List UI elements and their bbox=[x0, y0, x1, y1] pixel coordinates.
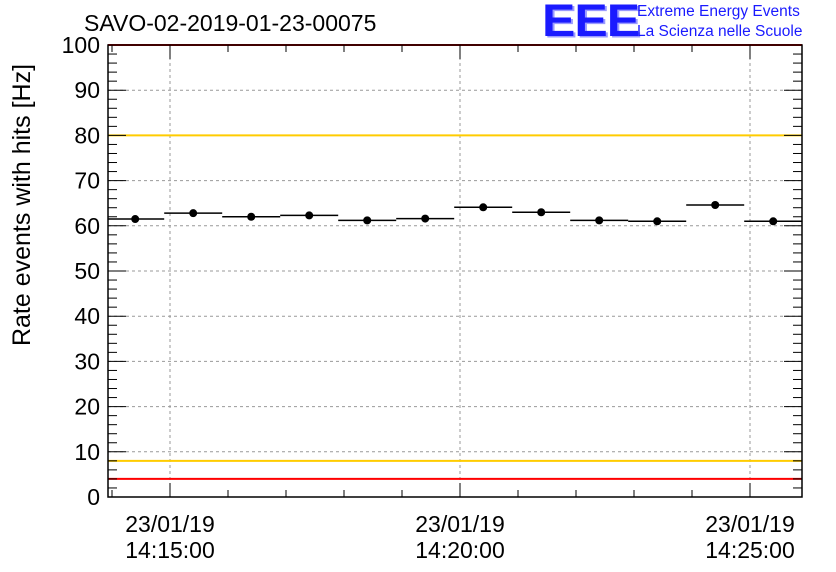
point-marker bbox=[305, 211, 314, 220]
point-marker bbox=[711, 201, 720, 210]
logo-caption: Extreme Energy Events La Scienza nelle S… bbox=[637, 2, 802, 42]
data-points bbox=[108, 201, 802, 226]
point-marker bbox=[247, 212, 256, 221]
point-marker bbox=[189, 209, 198, 218]
y-tick-labels: 0 10 20 30 40 50 60 70 80 90 100 bbox=[62, 32, 100, 510]
y-tick-label: 60 bbox=[74, 213, 100, 239]
data-point bbox=[454, 203, 513, 212]
logo-line-1: Extreme Energy Events bbox=[637, 3, 800, 20]
y-tick-label: 0 bbox=[87, 484, 100, 510]
point-marker bbox=[131, 215, 140, 224]
x-tick-label-date: 23/01/19 bbox=[125, 511, 215, 537]
x-tick-labels: 23/01/1914:15:0023/01/1914:20:0023/01/19… bbox=[125, 511, 795, 563]
data-point bbox=[396, 214, 455, 223]
logo-line-2: La Scienza nelle Scuole bbox=[637, 23, 803, 40]
x-tick-label-time: 14:15:00 bbox=[125, 537, 215, 563]
data-point bbox=[164, 209, 223, 218]
y-tick-label: 30 bbox=[74, 348, 100, 374]
axis-ticks bbox=[108, 44, 802, 498]
data-point bbox=[338, 216, 397, 225]
x-tick-label-date: 23/01/19 bbox=[415, 511, 505, 537]
data-point bbox=[108, 215, 165, 224]
point-marker bbox=[595, 216, 604, 225]
grid-lines bbox=[108, 45, 802, 497]
y-tick-label: 10 bbox=[74, 439, 100, 465]
y-tick-label: 20 bbox=[74, 394, 100, 420]
point-marker bbox=[421, 214, 430, 223]
data-point bbox=[628, 217, 687, 226]
chart-title: SAVO-02-2019-01-23-00075 bbox=[84, 10, 377, 36]
x-tick-label-date: 23/01/19 bbox=[705, 511, 795, 537]
point-marker bbox=[479, 203, 488, 212]
y-tick-label: 80 bbox=[74, 122, 100, 148]
data-point bbox=[744, 217, 802, 226]
data-point bbox=[570, 216, 629, 225]
point-marker bbox=[769, 217, 778, 226]
y-tick-label: 40 bbox=[74, 303, 100, 329]
data-point bbox=[222, 212, 281, 221]
eee-logo: EEE bbox=[542, 0, 640, 46]
data-point bbox=[686, 201, 745, 210]
point-marker bbox=[653, 217, 662, 226]
point-marker bbox=[537, 208, 546, 217]
y-tick-label: 70 bbox=[74, 168, 100, 194]
x-tick-label-time: 14:20:00 bbox=[415, 537, 505, 563]
y-tick-label: 100 bbox=[62, 32, 100, 58]
point-marker bbox=[363, 216, 372, 225]
reference-lines bbox=[108, 44, 802, 480]
data-point bbox=[280, 211, 339, 220]
data-point bbox=[512, 208, 571, 217]
y-tick-label: 50 bbox=[74, 258, 100, 284]
x-tick-label-time: 14:25:00 bbox=[705, 537, 795, 563]
y-tick-label: 90 bbox=[74, 77, 100, 103]
y-axis-label: Rate events with hits [Hz] bbox=[8, 64, 36, 346]
